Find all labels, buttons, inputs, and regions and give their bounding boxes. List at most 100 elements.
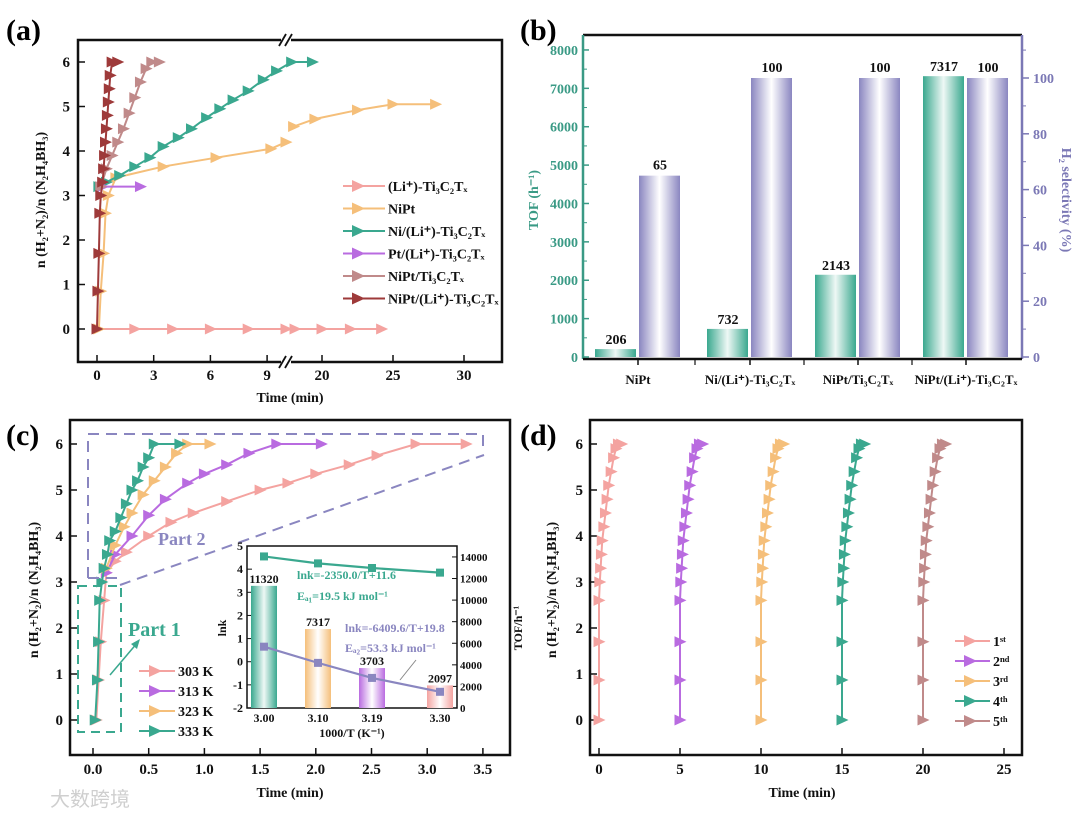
series-a-4-marker	[129, 92, 142, 104]
inset-tof-label: 11320	[249, 572, 278, 586]
series-a-1-marker	[280, 136, 293, 148]
inset-tof-label: 7317	[306, 615, 330, 629]
series-a-0-marker	[242, 323, 255, 335]
series-c-3-marker	[137, 461, 150, 473]
part2-box	[87, 433, 484, 578]
series-d-4-marker	[925, 493, 938, 505]
legend-marker	[352, 202, 365, 215]
series-a-1-marker	[352, 104, 364, 116]
y-tick-label: 3	[63, 189, 71, 205]
axis-break-mark	[284, 355, 293, 369]
series-c-3-marker	[104, 535, 117, 547]
series-d-4-marker	[929, 466, 942, 478]
series-a-0-marker	[316, 323, 329, 335]
legend-label: 323 K	[178, 705, 214, 720]
series-a-5-marker	[93, 247, 106, 259]
series-d-1-marker	[674, 714, 687, 726]
inset-left-tick-label: 4	[237, 562, 243, 576]
x-tick-label: 5	[676, 762, 684, 778]
left-tick-label: 0	[571, 351, 578, 366]
panel-label-b: (b)	[520, 14, 557, 47]
series-d-2-marker	[761, 507, 774, 519]
panel-label-a: (a)	[6, 14, 41, 47]
series-a-2-marker	[306, 56, 319, 68]
series-d-3-marker	[839, 535, 852, 547]
inset-right-tick-label: 4000	[460, 660, 483, 672]
series-c-3-marker	[93, 636, 106, 648]
inset-right-tick-label: 10000	[460, 595, 488, 607]
inset-tof-label: 2097	[428, 671, 452, 685]
series-a-0-marker	[344, 323, 357, 335]
part1-arrowhead	[131, 639, 140, 649]
series-a-4-marker	[106, 149, 119, 161]
series-a-2-marker	[144, 152, 157, 164]
right-tick-label: 100	[1033, 72, 1054, 87]
series-c-1-marker	[159, 493, 172, 505]
x-tick-label: 0.5	[139, 762, 158, 778]
series-c-0-line	[95, 443, 467, 721]
tof-bar	[923, 76, 964, 358]
series-c-1-marker	[143, 509, 156, 521]
series-d-4-marker	[919, 562, 932, 574]
tof-value-label: 2143	[822, 259, 850, 274]
left-tick-label: 6000	[550, 121, 578, 136]
series-a-5-marker	[97, 176, 110, 188]
series-d-0-marker	[603, 479, 616, 491]
x-tick-label: 10	[754, 762, 769, 778]
x-tick-label: 2.0	[306, 762, 325, 778]
legend-label: 1ˢᵗ	[993, 635, 1006, 650]
inset-left-tick-label: 5	[237, 539, 243, 553]
series-a-2-marker	[129, 161, 142, 173]
series-a-5-marker	[99, 149, 112, 161]
legend-label: 313 K	[178, 685, 214, 700]
right-tick-label: 80	[1033, 128, 1047, 143]
series-a-1-marker	[309, 113, 322, 125]
series-c-0-marker	[410, 438, 423, 450]
series-a-5-marker	[98, 163, 111, 175]
series-a-0-marker	[376, 323, 389, 335]
series-c-2-line	[105, 443, 210, 569]
series-d-0-marker	[605, 466, 618, 478]
legend-marker	[352, 225, 365, 237]
tof-value-label: 206	[606, 333, 627, 348]
series-d-2-marker	[758, 535, 771, 547]
series-c-3-marker	[89, 714, 102, 726]
series-a-2-line	[98, 61, 313, 188]
inset-plot-area	[246, 545, 458, 709]
plot-area-d	[588, 418, 1024, 757]
x-axis-title: Time (min)	[256, 786, 323, 801]
x-tick-label: 3.0	[418, 762, 437, 778]
x-tick-label: 30	[457, 368, 472, 384]
legend-marker	[149, 665, 162, 677]
category-label: NiPt	[625, 372, 651, 387]
legend-marker	[352, 247, 365, 260]
plot-area-c	[68, 418, 512, 757]
part2-label: Part 2	[158, 529, 205, 549]
series-d-4-marker	[917, 674, 930, 686]
series-d-2-marker	[756, 576, 769, 588]
right-tick-label: 0	[1033, 351, 1040, 366]
legend-label: (Li⁺)-Ti₃C₂Tₓ	[388, 180, 468, 195]
series-d-2-marker	[767, 466, 780, 478]
series-d-0-marker	[593, 674, 606, 686]
series-d-4-marker	[917, 714, 930, 726]
series-a-5-marker	[94, 207, 107, 219]
series-c-3-marker	[148, 438, 161, 450]
series-d-1-marker	[689, 452, 702, 464]
left-tick-label: 5000	[550, 159, 578, 174]
inset-square-marker	[368, 564, 376, 573]
series-d-2-marker	[778, 438, 791, 450]
series-a-1-marker	[102, 190, 115, 201]
inset-x-axis-title: 1000/T (K⁻¹)	[319, 726, 384, 740]
series-c-3-marker	[98, 562, 111, 574]
x-tick-label: 0	[93, 368, 101, 384]
x-tick-label: 3.5	[474, 762, 493, 778]
inset-left-tick-label: -1	[233, 678, 243, 692]
category-label: NiPt/Ti₃C₂Tₓ	[823, 372, 894, 387]
legend-label: Pt/(Li⁺)-Ti₃C₂Tₓ	[388, 248, 486, 263]
series-a-2-marker	[114, 169, 127, 181]
series-d-2-marker	[755, 714, 768, 726]
left-tick-label: 7000	[550, 82, 578, 97]
legend-marker	[149, 685, 162, 697]
series-d-4-marker	[927, 479, 940, 491]
